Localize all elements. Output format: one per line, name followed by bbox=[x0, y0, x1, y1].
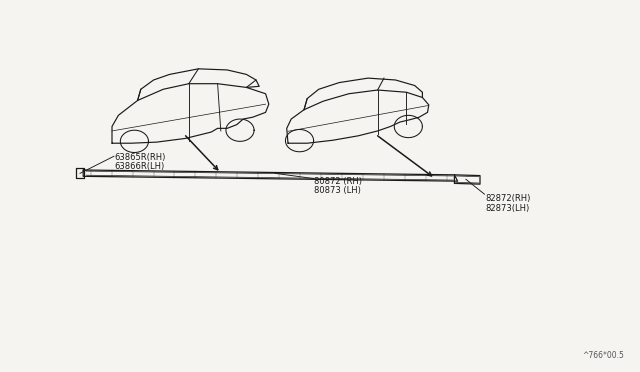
Text: 63866R(LH): 63866R(LH) bbox=[114, 162, 164, 171]
Text: 82872(RH): 82872(RH) bbox=[485, 194, 531, 203]
Text: 63865R(RH): 63865R(RH) bbox=[114, 153, 165, 161]
Text: 80873 (LH): 80873 (LH) bbox=[314, 186, 360, 195]
Text: ^766*00.5: ^766*00.5 bbox=[582, 351, 624, 360]
Text: 82873(LH): 82873(LH) bbox=[485, 204, 529, 213]
Text: 80872 (RH): 80872 (RH) bbox=[314, 177, 362, 186]
